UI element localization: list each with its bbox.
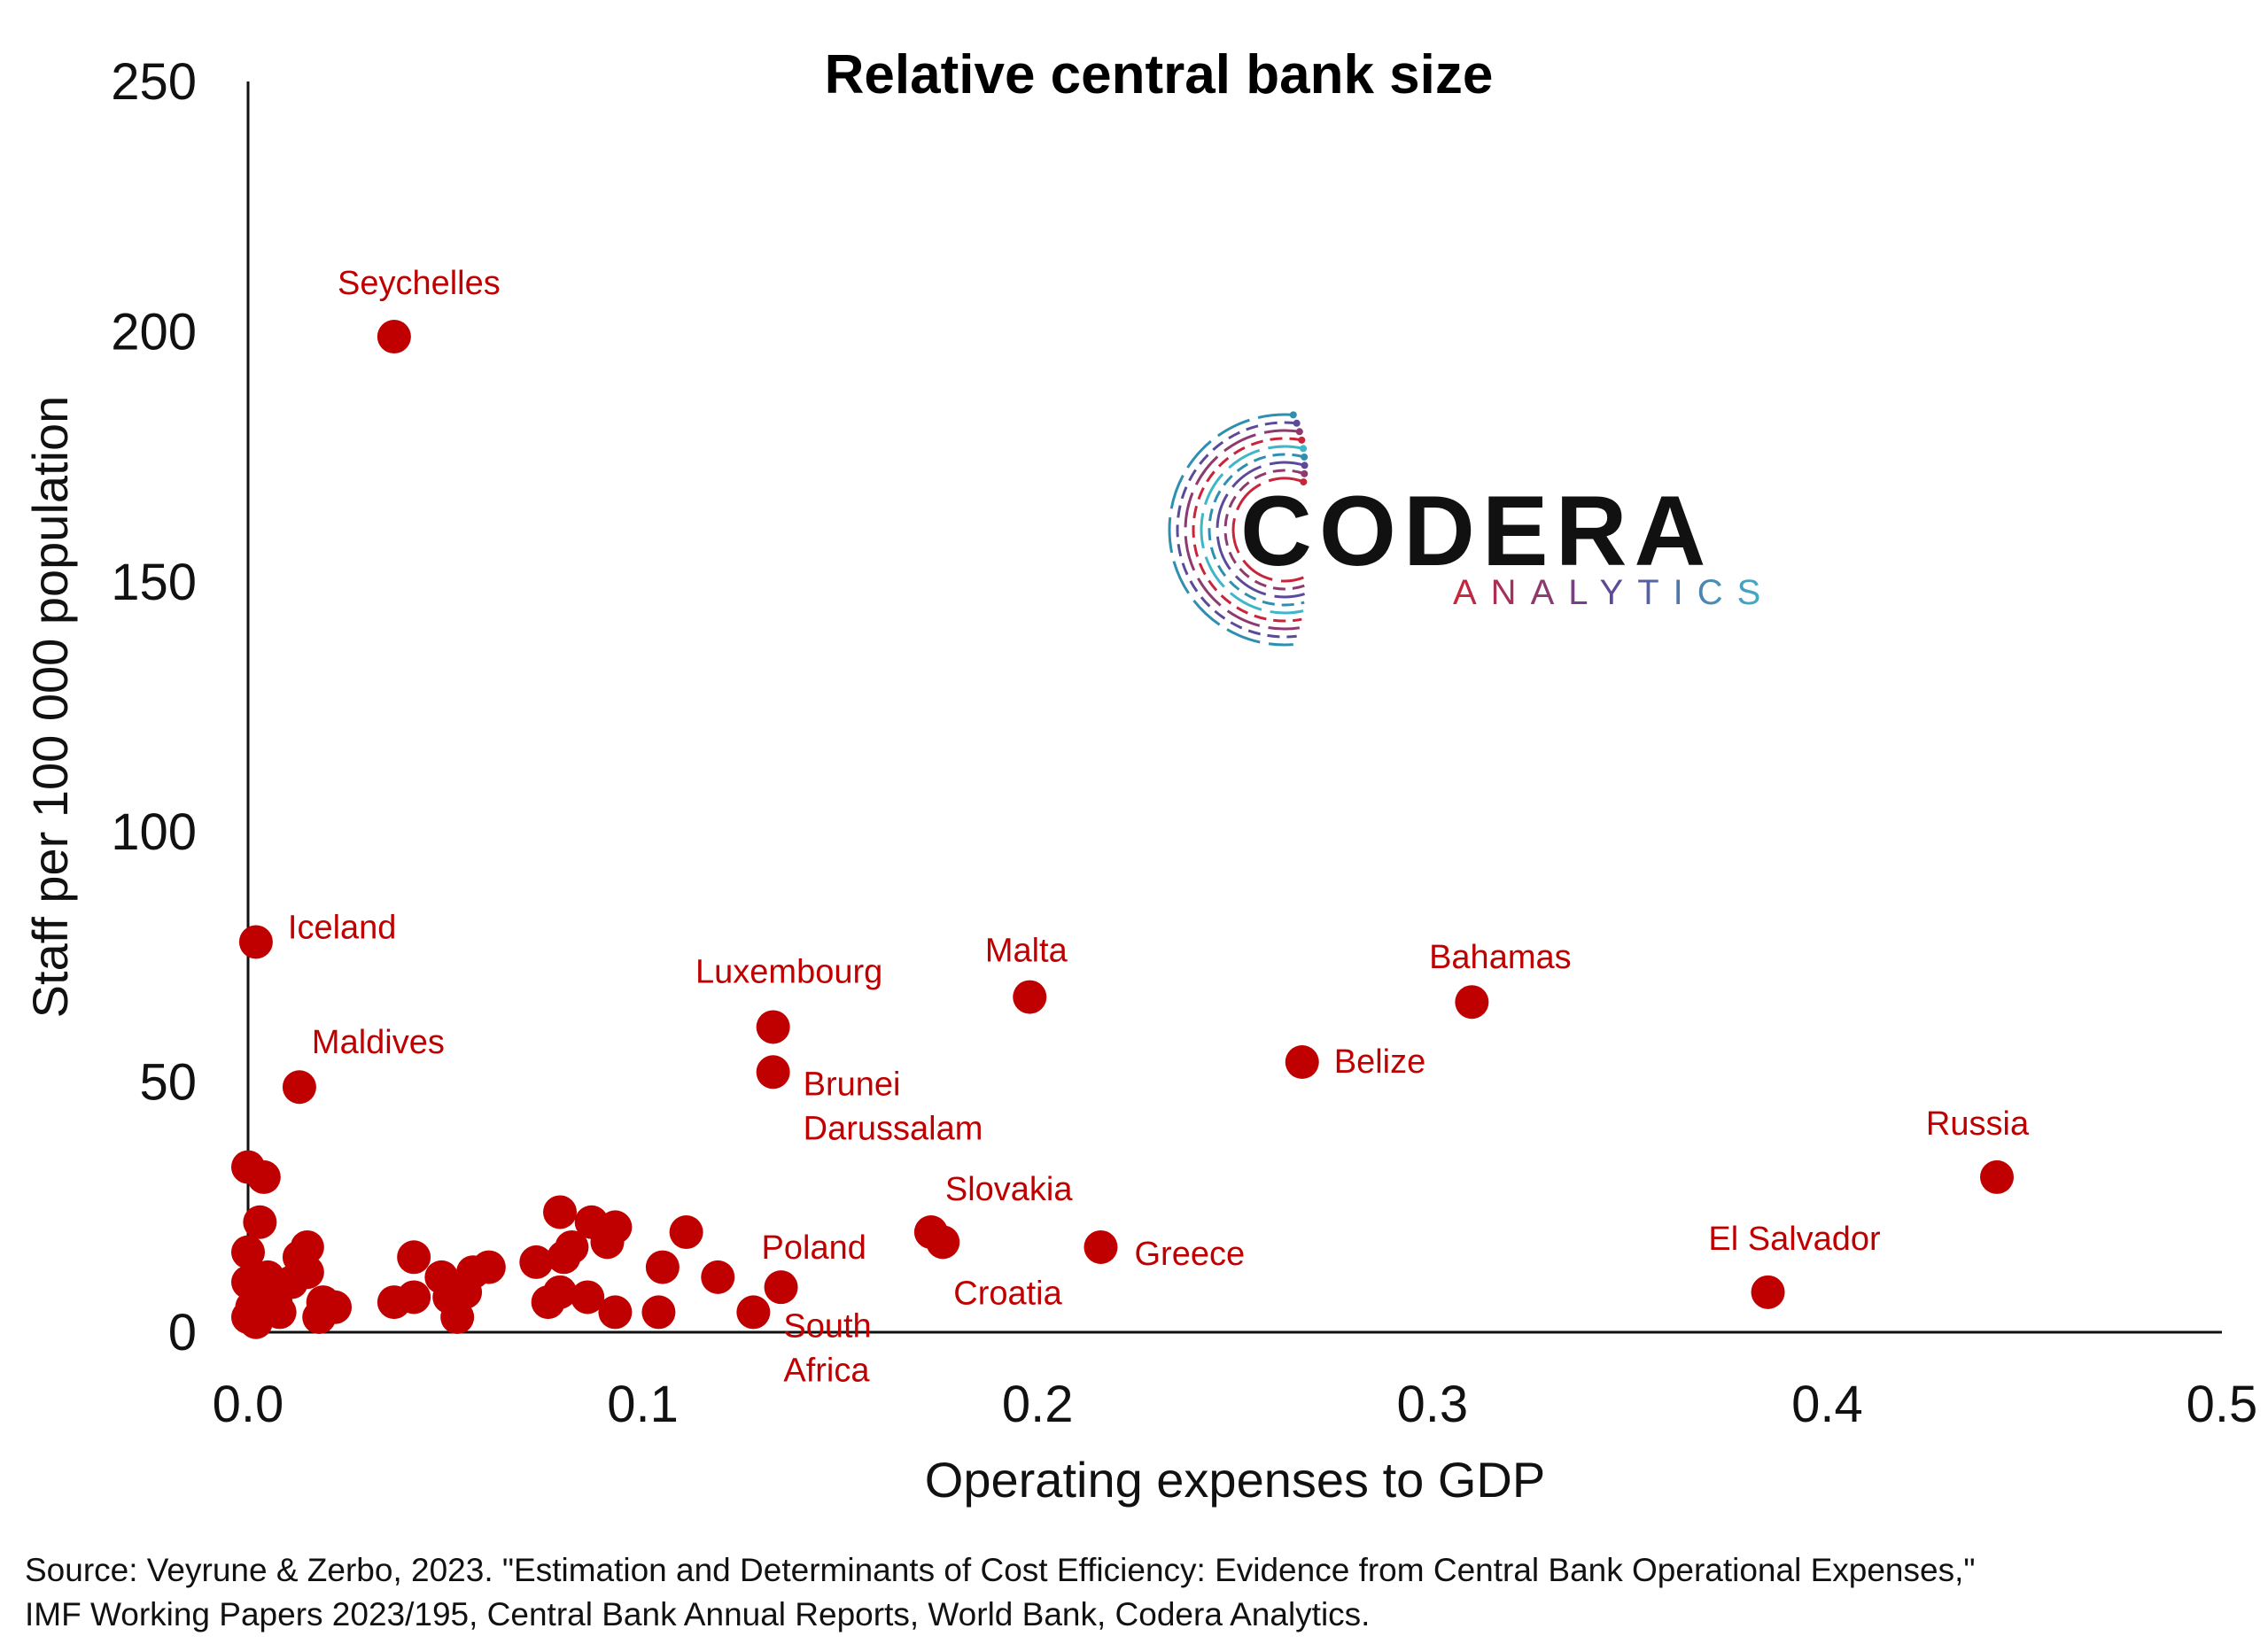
data-point: [1285, 1045, 1319, 1080]
data-point: [397, 1280, 431, 1314]
point-label: Brunei Darussalam: [804, 1066, 983, 1147]
data-point: [756, 1055, 790, 1090]
logo-arc: [1231, 477, 1304, 583]
data-point: [318, 1290, 353, 1324]
logo-arc: [1168, 413, 1293, 647]
data-point: [756, 1010, 790, 1044]
logo-arc: [1176, 421, 1297, 639]
data-point: [598, 1295, 633, 1330]
logo-arc: [1208, 453, 1305, 607]
data-point: [669, 1215, 703, 1250]
point-label: South Africa: [783, 1307, 871, 1389]
y-tick-label: 0: [168, 1304, 197, 1361]
logo-node: [1301, 453, 1309, 461]
logo-node: [1300, 478, 1308, 486]
logo-circuit-icon: [1168, 411, 1309, 647]
logo-node: [1295, 428, 1303, 436]
data-point: [1013, 980, 1047, 1014]
point-label: El Salvador: [1708, 1221, 1881, 1258]
logo-node: [1300, 445, 1308, 453]
data-point: [519, 1245, 554, 1279]
logo-wordmark: CODERA: [1240, 476, 1713, 586]
y-tick-labels: 0 50 100 150 200 250: [111, 53, 197, 1361]
point-label: Croatia: [953, 1275, 1062, 1312]
y-axis-label: Staff per 100 000 population: [22, 396, 78, 1019]
logo-subtitle: ANALYTICS: [1453, 573, 1775, 612]
data-point: [377, 320, 411, 354]
data-point: [645, 1250, 680, 1284]
y-tick-label: 50: [139, 1054, 197, 1112]
x-axis-label: Operating expenses to GDP: [925, 1452, 1545, 1508]
x-tick-label: 0.4: [1791, 1376, 1863, 1433]
data-point: [262, 1295, 297, 1330]
x-tick-label: 0.2: [1002, 1376, 1074, 1433]
data-point: [764, 1270, 798, 1305]
data-point: [246, 1159, 281, 1194]
source-line-2: IMF Working Papers 2023/195, Central Ban…: [25, 1596, 1371, 1632]
source-line-1: Source: Veyrune & Zerbo, 2023. "Estimati…: [25, 1552, 1976, 1588]
y-tick-label: 100: [111, 803, 197, 861]
data-point: [555, 1229, 589, 1264]
data-point: [290, 1255, 324, 1290]
point-label: Maldives: [312, 1024, 445, 1061]
point-label: Belize: [1334, 1043, 1426, 1081]
point-label: Seychelles: [338, 265, 501, 302]
data-point: [471, 1250, 506, 1284]
point-label: Bahamas: [1429, 939, 1572, 976]
x-tick-labels: 0.0 0.1 0.2 0.3 0.4 0.5: [213, 1376, 2258, 1433]
point-label: Iceland: [288, 909, 397, 946]
y-tick-label: 200: [111, 303, 197, 361]
x-tick-label: 0.0: [213, 1376, 284, 1433]
logo-node: [1289, 411, 1297, 419]
chart-title: Relative central bank size: [825, 44, 1494, 105]
data-point: [282, 1070, 316, 1105]
data-point: [543, 1195, 578, 1229]
x-tick-label: 0.3: [1396, 1376, 1468, 1433]
data-point: [926, 1225, 960, 1260]
logo-node: [1301, 469, 1309, 477]
codera-logo: CODERA ANALYTICS: [1168, 411, 1775, 647]
data-point: [1455, 985, 1489, 1020]
logo-node: [1298, 436, 1306, 444]
x-tick-label: 0.5: [2186, 1376, 2258, 1433]
data-point: [243, 1205, 277, 1239]
logo-node: [1301, 461, 1309, 469]
data-point: [290, 1229, 324, 1264]
data-point: [397, 1240, 431, 1275]
logo-arc: [1200, 445, 1304, 615]
data-point: [641, 1295, 676, 1330]
y-tick-label: 250: [111, 53, 197, 111]
point-label: Luxembourg: [695, 953, 882, 990]
logo-node: [1293, 419, 1301, 427]
point-label: Russia: [1926, 1105, 2030, 1143]
y-tick-label: 150: [111, 554, 197, 611]
data-point: [1980, 1159, 2015, 1194]
x-tick-label: 0.1: [607, 1376, 679, 1433]
data-point: [598, 1210, 633, 1245]
data-point: [238, 925, 273, 959]
source-note: Source: Veyrune & Zerbo, 2023. "Estimati…: [25, 1548, 2240, 1637]
point-label: Malta: [985, 933, 1068, 970]
point-label: Poland: [762, 1229, 866, 1267]
point-label: Greece: [1134, 1236, 1245, 1273]
data-point: [543, 1275, 578, 1309]
data-point: [1751, 1275, 1785, 1309]
point-labels: Seychelles Iceland Maldives Luxembourg Brune…: [288, 265, 2030, 1389]
data-point: [736, 1295, 771, 1330]
point-label: Slovakia: [945, 1171, 1073, 1208]
data-points: [231, 320, 2015, 1339]
logo-arc: [1192, 437, 1302, 623]
logo-arc: [1184, 429, 1301, 631]
data-point: [571, 1280, 605, 1314]
data-point: [231, 1235, 265, 1269]
data-point: [701, 1260, 735, 1294]
data-point: [1084, 1229, 1118, 1264]
